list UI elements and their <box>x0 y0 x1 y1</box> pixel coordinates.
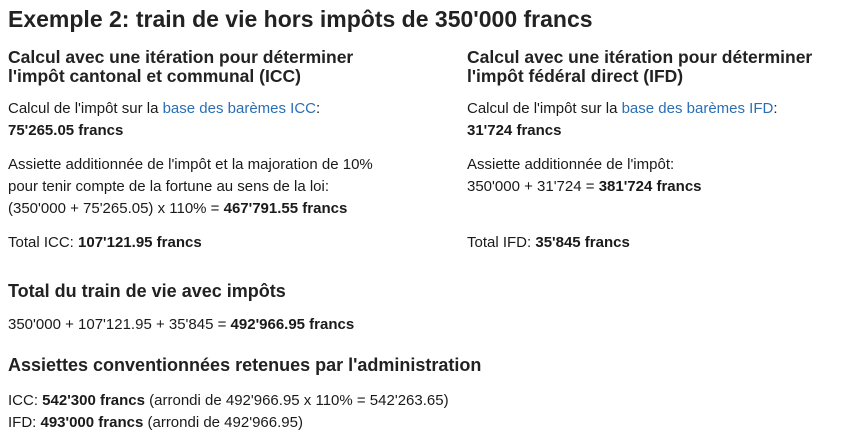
ifd-assiette-text: Assiette additionnée de l'impôt: 350'000… <box>467 156 702 195</box>
assiette-ifd-value: 493'000 francs <box>40 414 144 431</box>
icc-assiette-value: 467'791.55 francs <box>223 200 348 217</box>
total-line: 350'000 + 107'121.95 + 35'845 = 492'966.… <box>8 316 355 333</box>
ifd-section: Calcul avec une itération pour détermine… <box>467 48 842 254</box>
icc-calc-text: Calcul de l'impôt sur la base des barème… <box>8 100 321 117</box>
assiettes-heading: Assiettes conventionnées retenues par l'… <box>8 355 482 375</box>
icc-calc-value: 75'265.05 francs <box>8 122 124 139</box>
ifd-assiette-value: 381'724 francs <box>598 178 702 195</box>
icc-section: Calcul avec une itération pour détermine… <box>8 48 428 254</box>
ifd-heading: Calcul avec une itération pour détermine… <box>467 48 842 86</box>
ifd-calc-value: 31'724 francs <box>467 122 562 139</box>
icc-assiette-text: Assiette additionnée de l'impôt et la ma… <box>8 156 373 217</box>
icc-bareme-link[interactable]: base des barèmes ICC <box>162 100 316 117</box>
icc-total-value: 107'121.95 francs <box>78 234 202 251</box>
icc-total: Total ICC: 107'121.95 francs <box>8 234 202 251</box>
icc-heading-line1: Calcul avec une itération pour détermine… <box>8 47 354 67</box>
page-title: Exemple 2: train de vie hors impôts de 3… <box>8 6 593 32</box>
total-value: 492'966.95 francs <box>230 316 355 333</box>
icc-heading: Calcul avec une itération pour détermine… <box>8 48 428 86</box>
icc-heading-line2: l'impôt cantonal et communal (ICC) <box>8 66 301 86</box>
ifd-calc-text: Calcul de l'impôt sur la base des barème… <box>467 100 778 117</box>
assiette-icc-line: ICC: 542'300 francs (arrondi de 492'966.… <box>8 392 449 409</box>
ifd-total-value: 35'845 francs <box>535 234 630 251</box>
ifd-bareme-link[interactable]: base des barèmes IFD <box>621 100 774 117</box>
ifd-total: Total IFD: 35'845 francs <box>467 234 630 251</box>
assiette-ifd-line: IFD: 493'000 francs (arrondi de 492'966.… <box>8 414 303 431</box>
ifd-heading-line1: Calcul avec une itération pour détermine… <box>467 47 813 67</box>
assiette-icc-value: 542'300 francs <box>42 392 145 409</box>
total-heading: Total du train de vie avec impôts <box>8 281 286 301</box>
ifd-heading-line2: l'impôt fédéral direct (IFD) <box>467 66 684 86</box>
